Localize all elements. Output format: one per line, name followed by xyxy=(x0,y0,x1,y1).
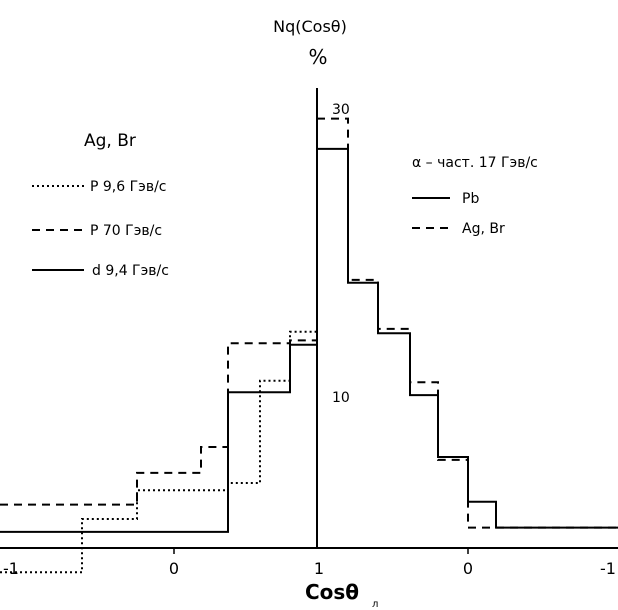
legend-label-p96: P 9,6 Гэв/с xyxy=(90,179,167,195)
left-histogram-series-0 xyxy=(0,330,317,574)
legend-right-title: α – част. 17 Гэв/с xyxy=(412,155,538,171)
histogram-series-group xyxy=(0,117,618,574)
legend-left-title: Ag, Br xyxy=(84,131,136,151)
y-axis-unit: % xyxy=(308,45,327,69)
left-histogram-series-2 xyxy=(0,343,317,533)
legend-label-p70: P 70 Гэв/с xyxy=(90,223,162,239)
legend-label-d94: d 9,4 Гэв/с xyxy=(92,263,169,279)
y-tick-label: 10 xyxy=(332,390,350,406)
x-tick-label: 0 xyxy=(169,559,179,578)
x-tick-label: 0 xyxy=(463,559,473,578)
left-histogram-series-1 xyxy=(0,339,317,506)
y-axis-title: Nq(Cosθ) xyxy=(273,17,347,36)
legend-label-pb: Pb xyxy=(462,191,479,207)
x-axis-title: Cosθ xyxy=(305,580,359,604)
x-tick-label: -1 xyxy=(3,559,19,578)
x-axis-title-subscript: л xyxy=(372,599,378,610)
right-histogram-series-1 xyxy=(317,117,618,529)
y-tick-label: 30 xyxy=(332,102,350,118)
x-tick-label: -1 xyxy=(600,559,616,578)
legend-label-agbr: Ag, Br xyxy=(462,221,505,237)
x-tick-label: 1 xyxy=(314,559,324,578)
